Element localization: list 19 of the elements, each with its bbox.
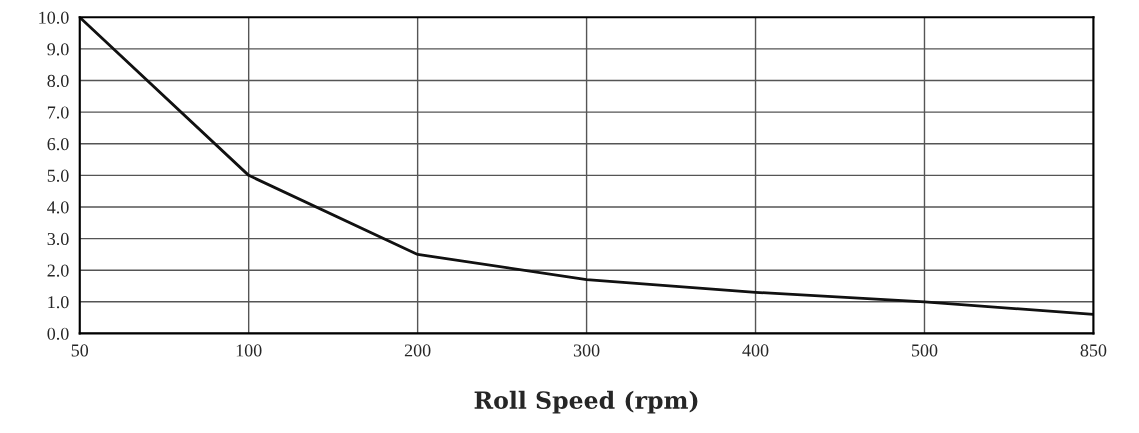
y-tick-label: 8.0 <box>47 74 69 88</box>
x-tick-label: 50 <box>71 344 89 357</box>
y-tick-label: 6.0 <box>47 138 69 151</box>
y-tick-label: 7.0 <box>47 106 69 119</box>
x-tick-label: 850 <box>1080 344 1107 357</box>
x-axis-title: Roll Speed (rpm) <box>474 390 698 414</box>
y-tick-label: 10.0 <box>39 11 69 24</box>
x-tick-label: 100 <box>236 344 262 357</box>
x-tick-label: 400 <box>742 344 769 357</box>
y-tick-label: 9.0 <box>47 43 69 56</box>
y-tick-label: 1.0 <box>48 296 69 309</box>
x-tick-label: 500 <box>912 344 938 357</box>
x-tick-label: 200 <box>404 344 431 357</box>
x-tick-label: 300 <box>573 344 600 357</box>
y-tick-label: 0.0 <box>47 327 69 340</box>
y-tick-label: 4.0 <box>47 201 69 214</box>
y-tick-label: 5.0 <box>47 169 69 182</box>
y-tick-label: 2.0 <box>47 264 69 277</box>
y-tick-label: 3.0 <box>47 232 69 246</box>
